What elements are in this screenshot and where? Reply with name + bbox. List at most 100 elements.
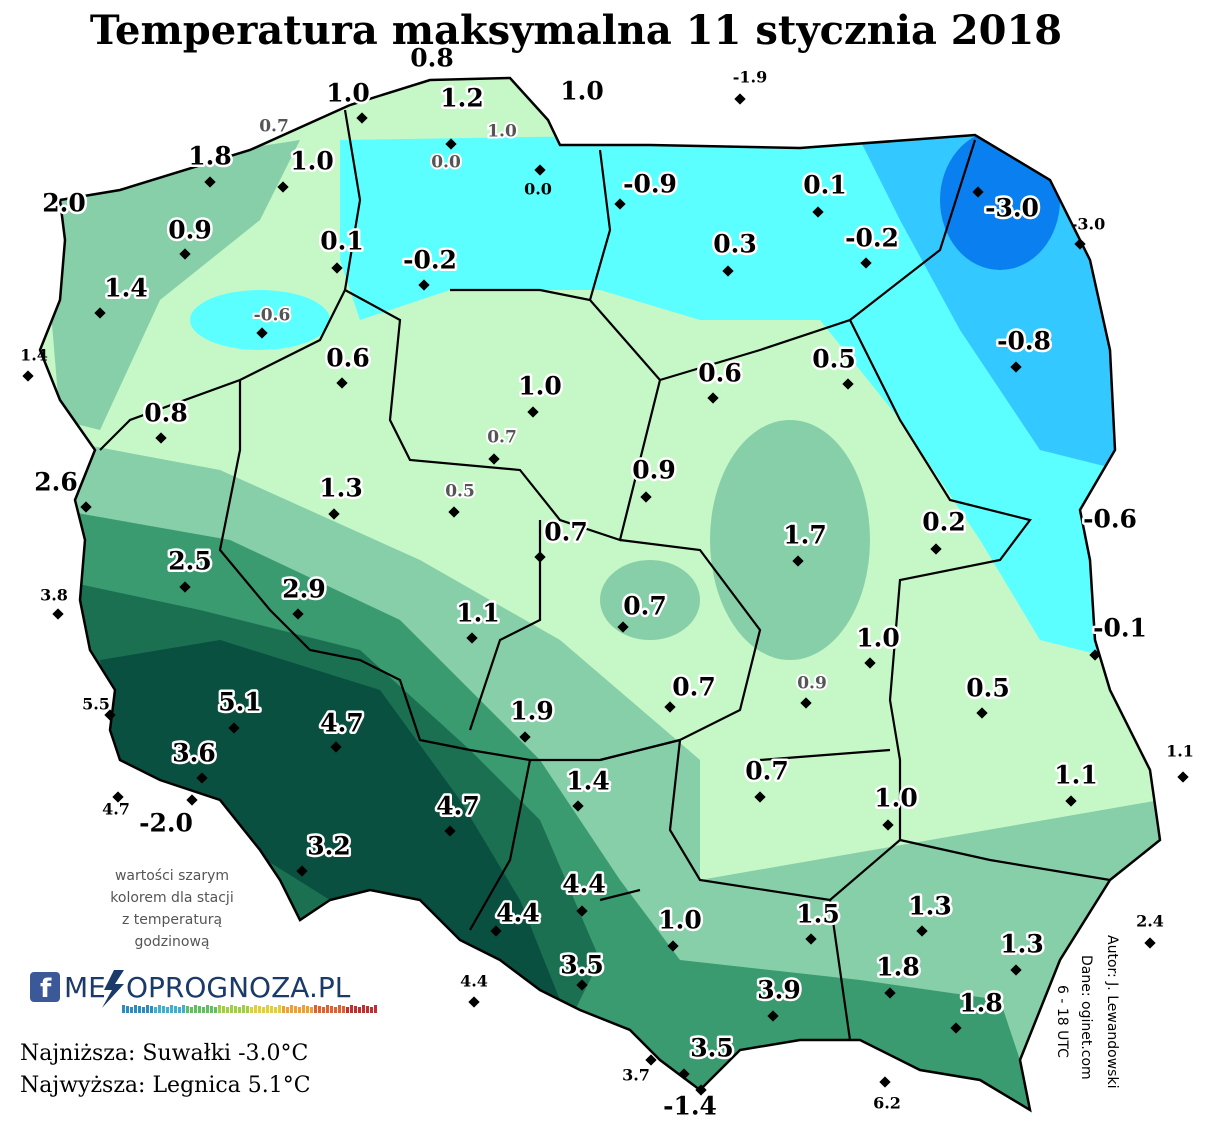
logo-bar (290, 1005, 293, 1013)
station-value: 0.9 (632, 456, 676, 485)
station-marker (805, 933, 817, 945)
logo-bar (158, 1005, 161, 1013)
logo-bar (366, 1006, 369, 1013)
station-value: -0.6 (1083, 505, 1137, 534)
station-value: 3.7 (622, 1066, 650, 1085)
note-line: z temperaturą (122, 912, 222, 928)
station-marker (1177, 771, 1189, 783)
station-value: 4.7 (436, 792, 480, 821)
station-value: -2.0 (139, 809, 193, 838)
station-value: -0.2 (845, 224, 899, 253)
station-value: 2.5 (168, 547, 212, 576)
station-value: 0.5 (812, 345, 856, 374)
station-marker (722, 265, 734, 277)
station-value: 1.0 (856, 624, 900, 653)
station-value: 4.4 (562, 870, 606, 899)
logo-bar (346, 1007, 349, 1013)
station-value: -0.8 (997, 327, 1051, 356)
logo-bar (322, 1007, 325, 1013)
station-value: 1.8 (188, 142, 232, 171)
station-value: 0.1 (803, 171, 847, 200)
station-marker (1065, 795, 1077, 807)
voivodeship-borders (99, 109, 1111, 1041)
station-value: 4.7 (102, 800, 130, 819)
station-value: -0.1 (1093, 614, 1147, 643)
station-value: -0.9 (623, 170, 677, 199)
station-value: 4.4 (496, 899, 540, 928)
station-value: 6.2 (873, 1094, 901, 1113)
station-marker (678, 1068, 690, 1080)
station-marker (527, 406, 539, 418)
station-value: 0.0 (431, 153, 461, 173)
logo-bar (374, 1005, 377, 1013)
station-marker (664, 701, 676, 713)
logo-bar (310, 1007, 313, 1013)
station-value: 1.3 (908, 892, 952, 921)
logo-bar (134, 1005, 137, 1013)
station-value: 1.4 (566, 767, 610, 796)
station-marker (1144, 937, 1156, 949)
logo-bar (174, 1006, 177, 1013)
station-marker (228, 722, 240, 734)
logo-bar (338, 1005, 341, 1013)
station-marker (812, 206, 824, 218)
logo-left: ME (64, 971, 106, 1004)
station-value: 0.3 (713, 230, 757, 259)
station-marker (695, 1084, 707, 1096)
station-value: 1.1 (456, 599, 500, 628)
station-marker (864, 657, 876, 669)
logo-bar (330, 1006, 333, 1013)
station-value: 0.6 (698, 359, 742, 388)
logo-bar (350, 1005, 353, 1013)
station-value: 0.5 (445, 482, 475, 502)
station-marker (645, 1054, 657, 1066)
station-value: 0.9 (797, 674, 827, 694)
station-marker (860, 257, 872, 269)
logo-bar (254, 1005, 257, 1013)
logo-bar (362, 1005, 365, 1013)
credit-author: Autor: J. Lewandowski (1104, 935, 1120, 1088)
station-value: 0.7 (672, 673, 716, 702)
station-value: 5.1 (218, 688, 262, 717)
logo-bar (314, 1005, 317, 1013)
station-value: -3.0 (1071, 215, 1105, 234)
station-value: 3.9 (757, 976, 801, 1005)
logo-bar (190, 1007, 193, 1013)
logo-bar (230, 1005, 233, 1013)
station-value: 1.0 (560, 77, 604, 106)
station-value: 1.9 (510, 697, 554, 726)
logo-bar (258, 1006, 261, 1013)
station-value: 1.3 (319, 474, 363, 503)
station-value: 1.2 (440, 84, 484, 113)
logo-bar (206, 1005, 209, 1013)
station-value: -3.0 (985, 194, 1039, 223)
station-marker (976, 707, 988, 719)
title: Temperatura maksymalna 11 stycznia 2018 (90, 7, 1062, 54)
note-line: godzinową (134, 934, 209, 950)
station-marker (277, 181, 289, 193)
station-value: 1.8 (876, 953, 920, 982)
station-value: 0.8 (144, 399, 188, 428)
station-marker (155, 432, 167, 444)
station-marker (884, 987, 896, 999)
station-value: 2.0 (42, 189, 86, 218)
station-marker (519, 731, 531, 743)
footer-min: Najniższa: Suwałki -3.0°C (20, 1041, 308, 1066)
logo-bar (182, 1005, 185, 1013)
station-value: -1.4 (663, 1092, 717, 1121)
station-value: 0.1 (320, 227, 364, 256)
station-marker (488, 453, 500, 465)
logo-bar (354, 1006, 357, 1013)
logo-bar (334, 1007, 337, 1013)
logo-bar (150, 1006, 153, 1013)
logo-bar (358, 1007, 361, 1013)
station-value: 0.5 (966, 674, 1010, 703)
station-value: 3.8 (40, 586, 68, 605)
station-marker (256, 327, 268, 339)
station-value: 0.7 (745, 757, 789, 786)
station-value: 2.6 (34, 468, 78, 497)
station-marker (179, 581, 191, 593)
station-value: 3.2 (307, 832, 351, 861)
credit-time: 6 - 18 UTC (1054, 985, 1070, 1058)
station-value: -1.9 (733, 68, 767, 87)
